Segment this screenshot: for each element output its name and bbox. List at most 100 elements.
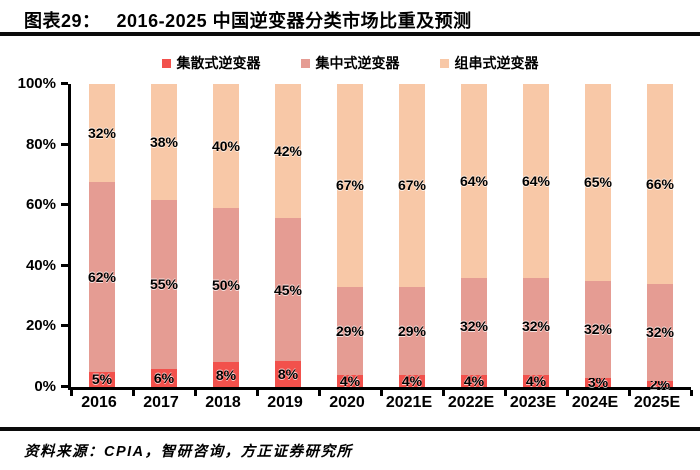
bar-segment: 2% <box>647 376 673 392</box>
y-tick-mark <box>61 263 68 267</box>
x-category-label: 2019 <box>267 394 303 411</box>
stacked-bar-2018: 8% 50% 40% <box>211 84 241 387</box>
value-label: 67% <box>397 177 427 194</box>
bar-segment: 29% <box>336 287 364 375</box>
value-label: 40% <box>211 137 241 154</box>
y-tick-mark <box>61 324 68 328</box>
bar-segment: 4% <box>399 372 425 389</box>
x-category-label: 2024E <box>571 394 619 411</box>
y-tick-label: 60% <box>25 196 56 214</box>
y-tick-mark <box>61 142 68 146</box>
figure-number: 图表29： <box>24 11 101 31</box>
bar-segment: 67% <box>335 83 365 287</box>
bar-segment: 32% <box>521 277 551 375</box>
figure-header: 图表29： 2016-2025 中国逆变器分类市场比重及预测 <box>24 7 472 33</box>
x-tick-mark <box>380 390 383 396</box>
x-category-label: 2017 <box>143 394 179 411</box>
stacked-bar-2021E: 4% 29% 67% <box>397 83 427 389</box>
bar-segment: 50% <box>211 207 241 363</box>
bar-segment: 64% <box>459 84 489 278</box>
value-label: 32% <box>521 318 551 335</box>
value-label: 66% <box>645 175 675 192</box>
legend-swatch-icon <box>300 58 310 68</box>
legend-label: 集散式逆变器 <box>176 55 261 71</box>
y-axis-labels: 0% 20% 40% 60% 80% 100% <box>0 75 56 395</box>
x-tick-mark <box>690 390 693 396</box>
x-tick-mark <box>70 390 73 396</box>
y-tick-label: 20% <box>25 317 56 335</box>
legend-swatch-icon <box>161 58 171 68</box>
value-label: 29% <box>397 322 427 339</box>
x-category-label: 2022E <box>447 394 495 411</box>
bar-segment: 38% <box>149 84 179 201</box>
x-category-label: 2025E <box>633 394 681 411</box>
source-note: 资料来源：CPIA，智研咨询，方正证券研究所 <box>24 444 353 460</box>
plot-area: 5% 62% 32% 6% 55% 38% 8% 50% 40% 8% 45% 42% 4% 29% 67%… <box>61 82 693 396</box>
value-label: 62% <box>87 268 117 285</box>
bar-segment: 8% <box>213 362 239 387</box>
x-category-label: 2018 <box>205 394 241 411</box>
value-label: 4% <box>339 372 361 389</box>
footer-divider <box>0 427 700 431</box>
bar-segment: 4% <box>461 372 487 389</box>
x-tick-mark <box>566 390 569 396</box>
value-label: 32% <box>459 318 489 335</box>
value-label: 8% <box>277 366 299 383</box>
value-label: 50% <box>211 276 241 293</box>
bar-segment: 32% <box>645 283 675 381</box>
x-category-label: 2023E <box>509 394 557 411</box>
bar-segment: 66% <box>645 84 675 284</box>
x-category-label: 2020 <box>329 394 365 411</box>
stacked-bar-2022E: 4% 32% 64% <box>459 84 489 389</box>
bar-segment: 40% <box>211 84 241 208</box>
bar-segment: 32% <box>88 84 116 182</box>
bar-segment: 62% <box>87 181 117 372</box>
stacked-bar-2019: 8% 45% 42% <box>273 84 303 387</box>
stacked-bar-2024E: 3% 32% 65% <box>583 84 613 390</box>
title-divider <box>0 32 700 36</box>
value-label: 4% <box>463 372 485 389</box>
bar-segment: 42% <box>273 84 303 218</box>
x-axis-labels: 2016 2017 2018 2019 2020 2021E 2022E 2023E 2024E… <box>68 394 688 412</box>
value-label: 5% <box>91 371 113 388</box>
x-tick-mark <box>194 390 197 396</box>
bar-segment: 64% <box>521 84 551 278</box>
stacked-bar-2023E: 4% 32% 64% <box>521 84 551 389</box>
x-tick-mark <box>132 390 135 396</box>
value-label: 4% <box>401 372 423 389</box>
chart-legend: 集散式逆变器 集中式逆变器 组串式逆变器 <box>0 53 700 73</box>
bar-segment: 3% <box>585 374 611 390</box>
value-label: 67% <box>335 177 365 194</box>
bars-container: 5% 62% 32% 6% 55% 38% 8% 50% 40% 8% 45% 42% 4% 29% 67%… <box>71 83 691 392</box>
stacked-bar-2020: 4% 29% 67% <box>335 83 365 389</box>
value-label: 64% <box>521 172 551 189</box>
x-category-label: 2021E <box>385 394 433 411</box>
bar-segment: 55% <box>149 200 179 369</box>
value-label: 65% <box>583 174 613 191</box>
value-label: 32% <box>583 321 613 338</box>
bar-segment: 65% <box>583 84 613 281</box>
value-label: 64% <box>459 172 489 189</box>
value-label: 4% <box>525 372 547 389</box>
value-label: 55% <box>149 276 179 293</box>
value-label: 6% <box>153 369 175 386</box>
value-label: 42% <box>273 142 303 159</box>
x-tick-mark <box>504 390 507 396</box>
y-tick-label: 40% <box>25 256 56 274</box>
bar-segment: 6% <box>151 368 177 387</box>
legend-item: 集中式逆变器 <box>300 53 400 73</box>
x-tick-mark <box>442 390 445 396</box>
bar-segment: 8% <box>275 361 301 387</box>
legend-swatch-icon <box>439 58 449 68</box>
x-tick-mark <box>628 390 631 396</box>
bar-segment: 5% <box>89 371 115 388</box>
stacked-bar-2025E: 2% 32% 66% <box>645 84 675 392</box>
value-label: 32% <box>645 324 675 341</box>
value-label: 38% <box>149 134 179 151</box>
bar-segment: 4% <box>523 372 549 389</box>
value-label: 8% <box>215 366 237 383</box>
bar-segment: 29% <box>397 287 427 375</box>
legend-item: 集散式逆变器 <box>161 53 261 73</box>
legend-label: 集中式逆变器 <box>315 55 400 71</box>
